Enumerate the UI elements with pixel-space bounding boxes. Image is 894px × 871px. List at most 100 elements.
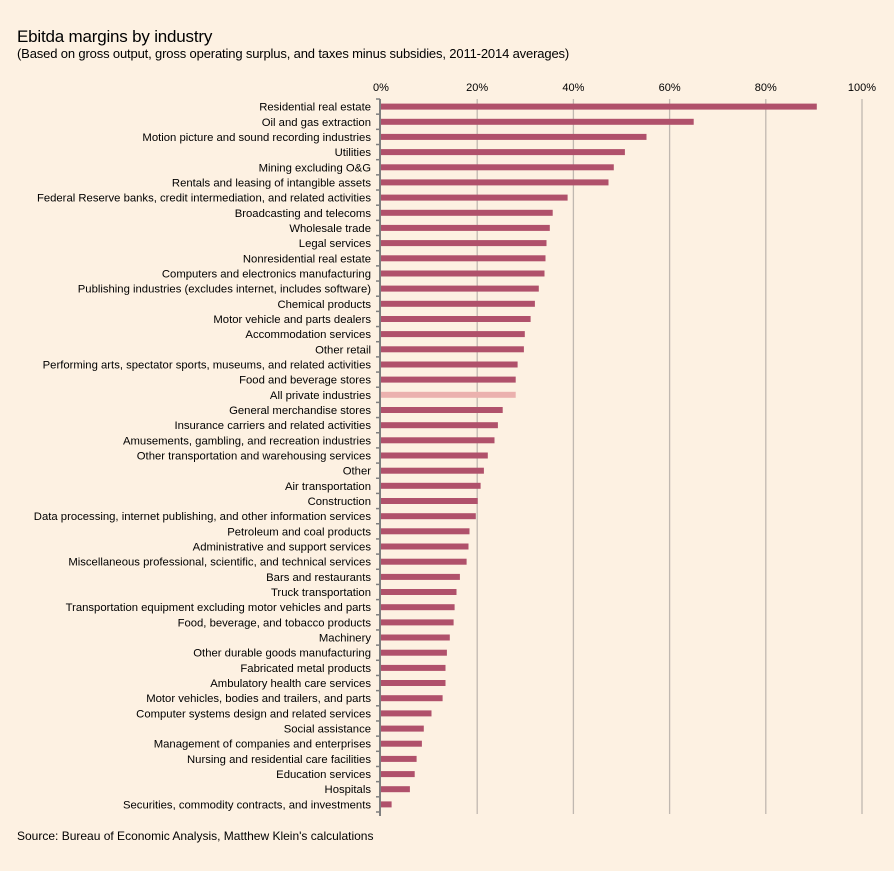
chart-title: Ebitda margins by industry xyxy=(17,27,213,46)
bar xyxy=(381,771,415,778)
category-label: Utilities xyxy=(335,147,372,159)
category-label: Performing arts, spectator sports, museu… xyxy=(43,360,372,372)
bar-highlight xyxy=(381,391,516,398)
bar xyxy=(381,149,625,156)
category-label: Insurance carriers and related activitie… xyxy=(174,420,371,432)
x-tick-label: 40% xyxy=(562,82,584,94)
category-label: Residential real estate xyxy=(259,102,371,114)
bar xyxy=(381,407,503,413)
category-label: Hospitals xyxy=(325,784,372,796)
bar xyxy=(381,133,647,140)
category-label: Computers and electronics manufacturing xyxy=(162,269,371,281)
bar xyxy=(381,649,447,656)
category-label: Motor vehicles, bodies and trailers, and… xyxy=(146,693,371,705)
bar xyxy=(381,725,424,732)
category-label: Education services xyxy=(276,769,371,781)
bar xyxy=(381,467,484,474)
category-label: Data processing, internet publishing, an… xyxy=(34,511,372,523)
x-tick-label: 60% xyxy=(659,82,681,94)
x-tick-label: 0% xyxy=(373,82,389,94)
category-labels: Residential real estate Oil and gas extra… xyxy=(34,102,372,812)
bar xyxy=(381,695,443,702)
bar xyxy=(381,103,817,110)
bar xyxy=(381,194,568,201)
category-label: Ambulatory health care services xyxy=(210,678,371,690)
gridlines xyxy=(476,99,863,814)
category-label: Legal services xyxy=(299,238,372,250)
bar xyxy=(381,786,410,793)
bar xyxy=(381,285,539,292)
bar xyxy=(381,164,614,171)
category-label: Motor vehicle and parts dealers xyxy=(213,314,371,326)
bar xyxy=(381,589,457,595)
bar xyxy=(381,513,476,520)
bar xyxy=(381,482,481,489)
bar xyxy=(381,376,516,383)
category-label: Air transportation xyxy=(285,481,371,493)
x-tick-label: 20% xyxy=(466,82,488,94)
category-label: Nursing and residential care facilities xyxy=(187,754,371,766)
category-label: General merchandise stores xyxy=(229,405,371,417)
bar xyxy=(381,710,432,717)
category-label: Other durable goods manufacturing xyxy=(193,648,371,660)
category-label: Chemical products xyxy=(277,299,371,311)
category-label: Computer systems design and related serv… xyxy=(136,708,371,720)
bar xyxy=(381,331,525,338)
bar xyxy=(381,437,495,444)
bar xyxy=(381,179,609,186)
bar xyxy=(381,619,454,626)
category-label: Oil and gas extraction xyxy=(262,117,371,129)
category-label: Wholesale trade xyxy=(289,223,371,235)
category-label: Management of companies and enterprises xyxy=(154,739,372,751)
category-label: Petroleum and coal products xyxy=(227,526,371,538)
bar xyxy=(381,604,455,611)
bar xyxy=(381,498,478,504)
bar xyxy=(381,755,417,762)
x-tick-label: 100% xyxy=(848,82,876,94)
x-axis-ticks: 0% 20% 40% 60% 80% 100% xyxy=(373,82,876,94)
category-label: Machinery xyxy=(319,633,371,645)
x-tick-label: 80% xyxy=(755,82,777,94)
bar xyxy=(381,528,470,535)
bar xyxy=(381,361,518,368)
bar xyxy=(381,422,498,429)
bar xyxy=(381,346,524,353)
bar xyxy=(381,452,488,459)
category-label: Nonresidential real estate xyxy=(243,253,371,265)
source-note: Source: Bureau of Economic Analysis, Mat… xyxy=(17,829,374,843)
category-label: Other retail xyxy=(315,344,371,356)
bars xyxy=(381,103,817,808)
category-label: Publishing industries (excludes internet… xyxy=(78,284,371,296)
bar xyxy=(381,543,469,550)
bar xyxy=(381,634,450,641)
category-label: Bars and restaurants xyxy=(266,572,371,584)
bar xyxy=(381,224,550,231)
category-label: Construction xyxy=(308,496,371,508)
bar xyxy=(381,316,531,322)
bar xyxy=(381,664,446,671)
category-label: Fabricated metal products xyxy=(240,663,371,675)
bar xyxy=(381,240,547,247)
chart-subtitle: (Based on gross output, gross operating … xyxy=(17,46,570,61)
category-label: Transportation equipment excluding motor… xyxy=(66,602,372,614)
category-label: Food, beverage, and tobacco products xyxy=(178,617,372,629)
category-label: Other transportation and warehousing ser… xyxy=(137,451,372,463)
bar xyxy=(381,270,545,277)
category-label: Rentals and leasing of intangible assets xyxy=(172,177,371,189)
bar xyxy=(381,801,392,808)
category-label: Motion picture and sound recording indus… xyxy=(142,132,371,144)
bar xyxy=(381,255,546,262)
bar xyxy=(381,209,553,216)
category-label: Federal Reserve banks, credit intermedia… xyxy=(37,193,371,205)
category-label: All private industries xyxy=(270,390,371,402)
category-label: Administrative and support services xyxy=(193,542,372,554)
category-label: Securities, commodity contracts, and inv… xyxy=(123,799,371,811)
category-label: Amusements, gambling, and recreation ind… xyxy=(123,435,371,447)
bar xyxy=(381,558,467,565)
category-label: Broadcasting and telecoms xyxy=(235,208,372,220)
bar xyxy=(381,300,535,307)
y-axis xyxy=(376,98,381,816)
bar xyxy=(381,680,446,686)
category-label: Other xyxy=(343,466,371,478)
